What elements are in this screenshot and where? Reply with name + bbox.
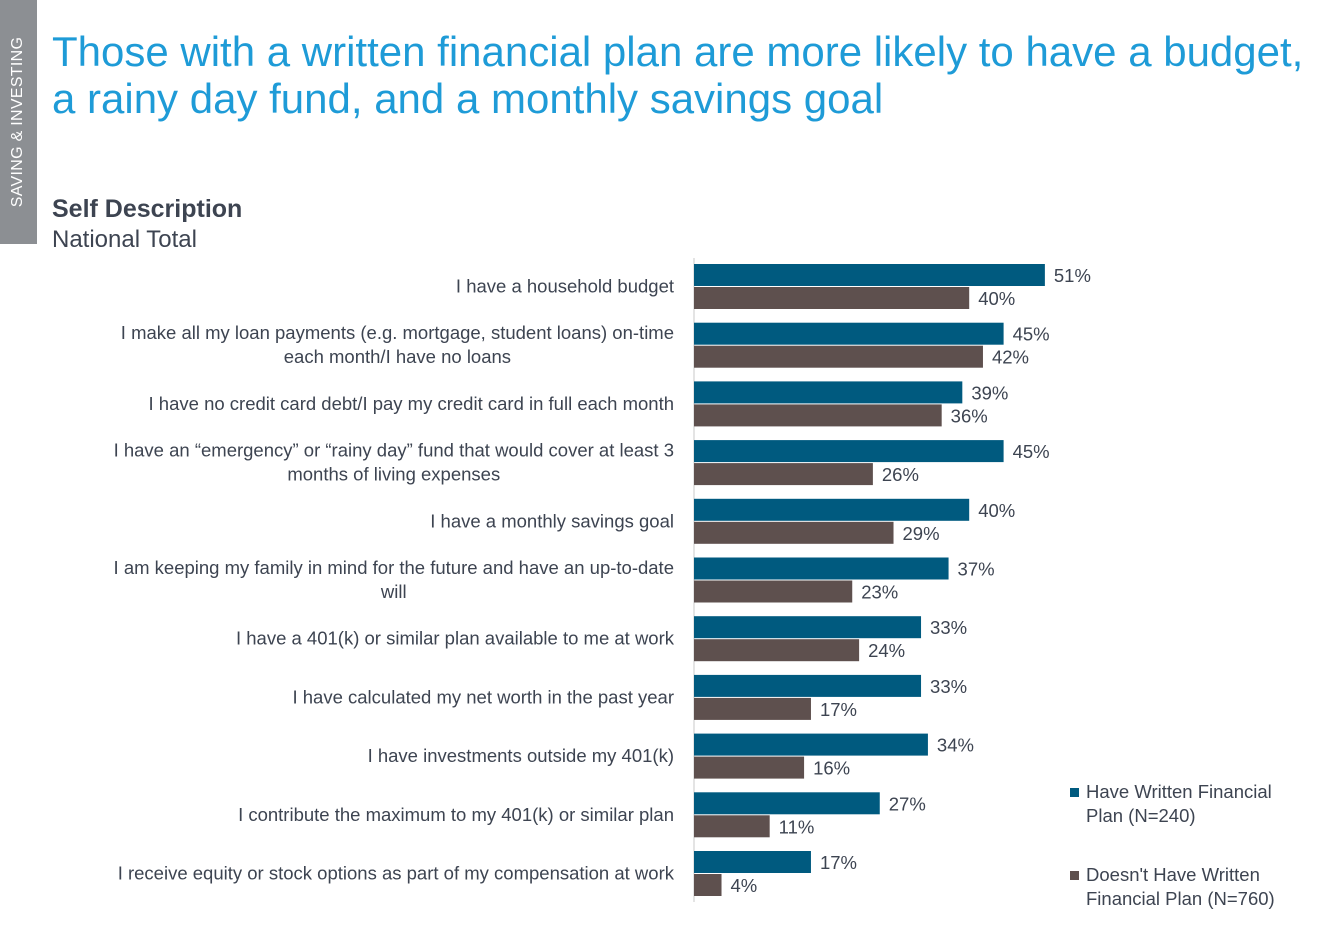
bar-written-plan — [694, 440, 1004, 463]
category-label: I am keeping my family in mind for the f… — [114, 557, 674, 602]
legend-label-line: Plan (N=240) — [1086, 805, 1196, 826]
bar-no-written-plan — [694, 580, 853, 603]
bar-no-written-plan — [694, 345, 983, 368]
bar-written-plan — [694, 674, 922, 697]
category-label-line: I have an “emergency” or “rainy day” fun… — [114, 440, 674, 461]
data-label: 29% — [903, 523, 940, 544]
data-label: 4% — [731, 875, 758, 896]
legend-swatch-no-written — [1070, 871, 1079, 880]
data-label: 23% — [861, 582, 898, 603]
bar-no-written-plan — [694, 815, 770, 838]
bar-no-written-plan — [694, 639, 860, 662]
category-label-line: months of living expenses — [287, 464, 500, 485]
data-label: 33% — [930, 617, 967, 638]
data-label: 27% — [889, 793, 926, 814]
category-label: I have no credit card debt/I pay my cred… — [149, 393, 674, 414]
data-label: 26% — [882, 464, 919, 485]
data-label: 45% — [1013, 441, 1050, 462]
category-label: I have investments outside my 401(k) — [368, 745, 674, 766]
bar-no-written-plan — [694, 874, 722, 896]
data-label: 45% — [1013, 324, 1050, 345]
chart-subtitle: Self Description — [52, 195, 243, 223]
bar-written-plan — [694, 851, 811, 873]
bar-written-plan — [694, 264, 1045, 286]
bar-no-written-plan — [694, 463, 873, 486]
side-tab: SAVING & INVESTING — [0, 0, 37, 244]
legend-label-line: Financial Plan (N=760) — [1086, 888, 1275, 909]
bar-no-written-plan — [694, 521, 894, 544]
data-label: 37% — [958, 559, 995, 580]
bar-written-plan — [694, 616, 922, 639]
legend-label-line: Have Written Financial — [1086, 781, 1272, 802]
data-label: 17% — [820, 852, 857, 873]
chart-subtitle-secondary: National Total — [52, 226, 197, 253]
category-label: I have a monthly savings goal — [430, 510, 674, 531]
category-label: I have a household budget — [456, 276, 674, 297]
bar-written-plan — [694, 792, 880, 815]
category-label: I receive equity or stock options as par… — [118, 863, 675, 884]
bar-no-written-plan — [694, 697, 811, 720]
category-label-line: each month/I have no loans — [284, 346, 511, 367]
bar-written-plan — [694, 498, 970, 521]
data-label: 36% — [951, 405, 988, 426]
legend-label-line: Doesn't Have Written — [1086, 864, 1260, 885]
bar-no-written-plan — [694, 404, 942, 427]
data-label: 16% — [813, 758, 850, 779]
data-label: 17% — [820, 699, 857, 720]
category-label-line: I am keeping my family in mind for the f… — [114, 557, 674, 578]
category-label: I have an “emergency” or “rainy day” fun… — [114, 440, 674, 485]
bar-no-written-plan — [694, 287, 970, 309]
data-label: 33% — [930, 676, 967, 697]
data-label: 51% — [1054, 265, 1091, 286]
bar-no-written-plan — [694, 756, 805, 779]
data-label: 42% — [992, 347, 1029, 368]
data-label: 34% — [937, 735, 974, 756]
data-label: 39% — [971, 382, 1008, 403]
bar-written-plan — [694, 381, 963, 404]
page-title: Those with a written financial plan are … — [52, 28, 1304, 122]
bar-written-plan — [694, 322, 1004, 345]
category-label: I have a 401(k) or similar plan availabl… — [236, 628, 675, 649]
bar-written-plan — [694, 733, 928, 756]
category-label: I make all my loan payments (e.g. mortga… — [121, 322, 674, 367]
category-label-line: will — [380, 581, 407, 602]
category-label: I have calculated my net worth in the pa… — [292, 686, 674, 707]
data-label: 40% — [978, 500, 1015, 521]
data-label: 40% — [978, 288, 1015, 309]
data-label: 24% — [868, 640, 905, 661]
category-label-line: I make all my loan payments (e.g. mortga… — [121, 322, 674, 343]
category-label: I contribute the maximum to my 401(k) or… — [238, 804, 674, 825]
bar-written-plan — [694, 557, 949, 580]
data-label: 11% — [779, 816, 815, 837]
legend-swatch-written — [1070, 788, 1079, 797]
